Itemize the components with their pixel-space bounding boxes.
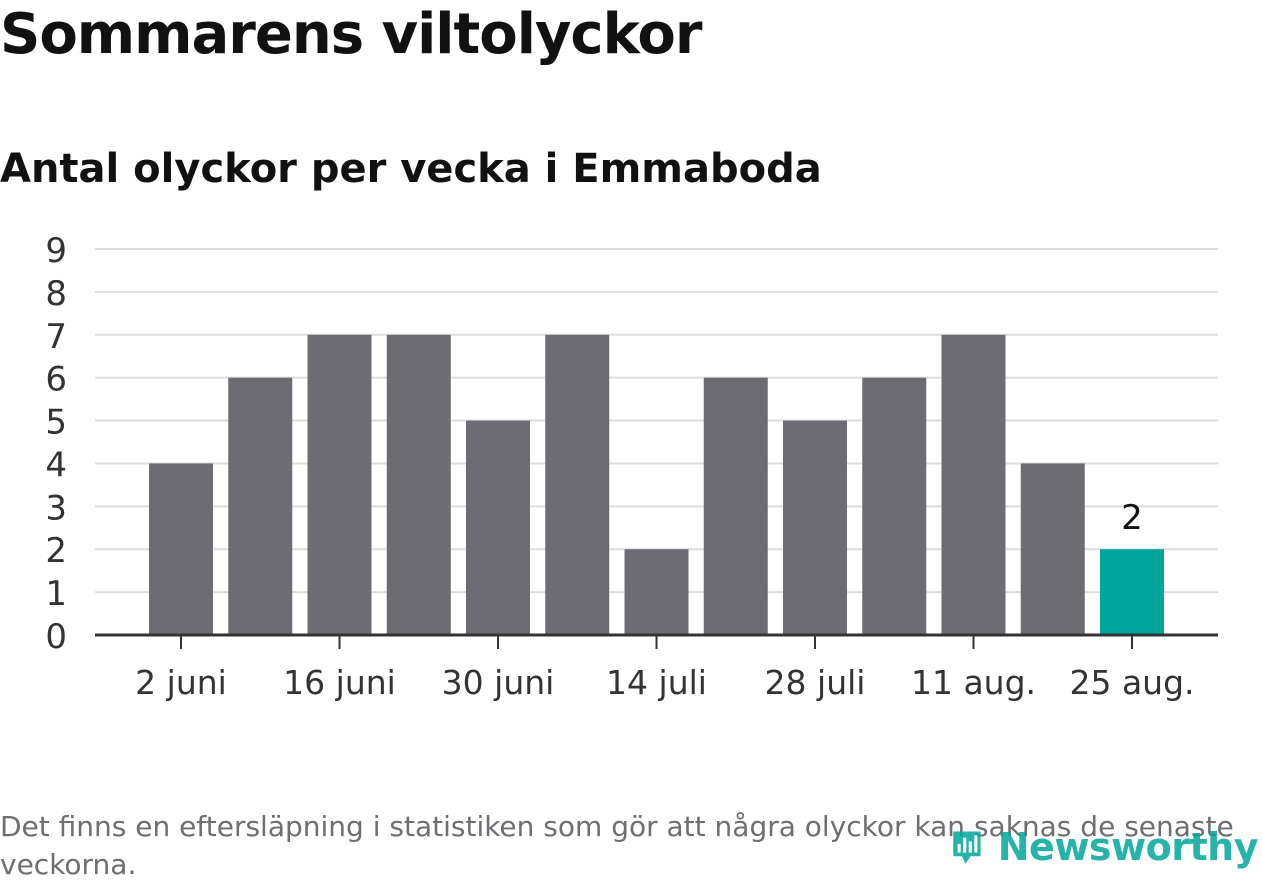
bar [783,420,847,635]
bar [228,377,293,635]
y-tick-label: 5 [45,403,67,443]
y-tick-label: 1 [45,574,67,614]
y-tick-label: 7 [45,317,67,357]
bar [545,334,610,635]
y-tick-label: 3 [45,488,67,528]
x-tick-label: 14 juli [606,663,707,702]
data-label: 2 [1121,498,1143,538]
bars [149,334,1164,635]
y-tick-label: 9 [45,231,67,271]
x-tick-label: 16 juni [283,663,396,702]
bar [1100,549,1164,635]
data-labels: 2 [1121,498,1143,538]
bar [386,334,451,635]
newsworthy-logo-icon [953,831,981,864]
chart-subtitle: Antal olyckor per vecka i Emmaboda [0,146,822,192]
bar [307,334,372,635]
bar [624,549,689,635]
bar [466,420,530,635]
bar [941,334,1006,635]
bar [149,463,213,635]
newsworthy-logo-text: Newsworthy [997,825,1259,869]
x-tick-label: 28 juli [765,663,866,702]
x-tick-label: 2 juni [135,663,227,702]
footnote: Det finns en eftersläpning i statistiken… [0,810,1234,881]
bar [862,377,927,635]
x-tick-label: 11 aug. [911,663,1036,702]
y-tick-label: 0 [45,617,67,657]
y-tick-label: 8 [45,274,67,314]
x-axis: 2 juni 16 juni 30 juni 14 juli 28 juli 11 aug… [95,633,1218,702]
bar [1020,463,1085,635]
chart-title: Sommarens viltolyckor [0,2,702,67]
y-tick-label: 2 [45,531,67,571]
x-tick-label: 25 aug. [1069,663,1194,702]
y-tick-label: 6 [45,360,67,400]
y-tick-label: 4 [45,445,67,485]
newsworthy-logo: Newsworthy [952,818,1259,876]
x-tick-label: 30 juni [442,663,555,702]
bar [703,377,768,635]
